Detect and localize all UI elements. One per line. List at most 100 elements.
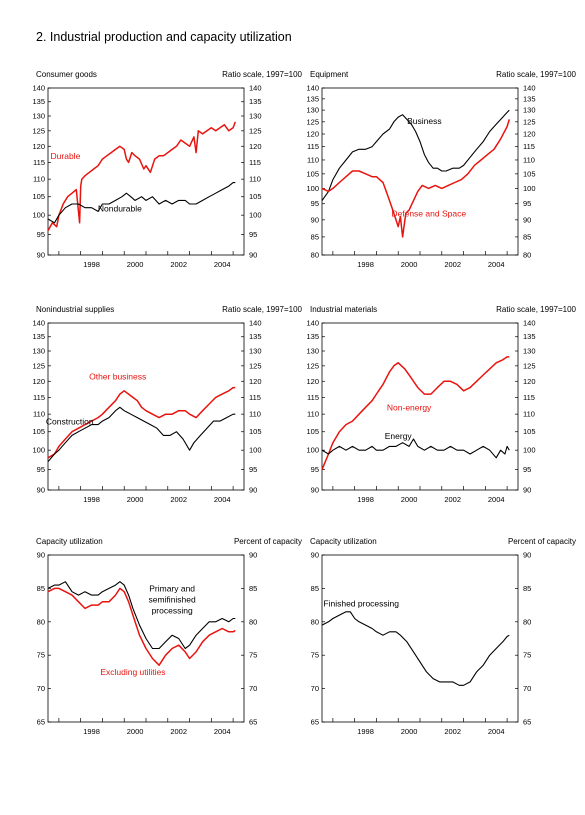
y-tick-label-left: 95	[311, 465, 319, 474]
y-tick-label-left: 135	[306, 94, 319, 103]
y-tick-label-left: 90	[311, 551, 319, 560]
y-tick-label-left: 95	[37, 465, 45, 474]
y-tick-label-left: 110	[33, 175, 45, 184]
y-tick-label-right: 125	[249, 126, 262, 135]
scale-label: Ratio scale, 1997=100	[496, 305, 576, 314]
y-tick-label-left: 65	[37, 718, 45, 727]
x-tick-label: 1998	[357, 260, 374, 269]
panel-title: Equipment	[310, 70, 349, 79]
series-line-construction	[47, 406, 236, 463]
y-tick-label-right: 75	[249, 651, 257, 660]
x-tick-label: 1998	[357, 495, 374, 504]
y-tick-label-left: 120	[306, 130, 319, 139]
y-tick-label-right: 70	[523, 684, 531, 693]
y-tick-label-right: 110	[523, 155, 535, 164]
y-tick-label-left: 110	[307, 155, 319, 164]
y-tick-label-right: 105	[523, 169, 536, 178]
y-tick-label-left: 125	[306, 117, 319, 126]
y-tick-label-right: 90	[249, 251, 257, 260]
series-line-nondurable	[47, 182, 236, 224]
y-tick-label-left: 120	[306, 377, 319, 386]
y-tick-label-left: 75	[37, 651, 45, 660]
y-tick-label-right: 100	[249, 446, 262, 455]
y-tick-label-right: 115	[249, 158, 261, 167]
panel-title: Industrial materials	[310, 305, 378, 314]
y-tick-label-right: 80	[523, 251, 531, 260]
y-tick-label-right: 140	[249, 319, 262, 328]
x-tick-label: 2002	[444, 260, 461, 269]
y-tick-label-left: 105	[32, 192, 45, 201]
series-line-business	[321, 109, 510, 201]
y-tick-label-right: 120	[249, 142, 262, 151]
y-tick-label-left: 100	[32, 446, 45, 455]
y-tick-label-right: 90	[523, 215, 531, 224]
series-label: Durable	[51, 151, 81, 161]
chart-svg: 90 90 95 95 100 100 105 105 110 110 115 115 120 120 12…	[32, 319, 262, 505]
x-tick-label: 1998	[83, 260, 100, 269]
y-tick-label-right: 95	[523, 465, 531, 474]
y-tick-label-left: 125	[306, 361, 319, 370]
y-tick-label-right: 115	[523, 142, 535, 151]
y-tick-label-left: 130	[306, 106, 319, 115]
y-tick-label-left: 90	[311, 486, 319, 495]
y-tick-label-right: 115	[249, 393, 261, 402]
y-tick-label-left: 115	[33, 158, 45, 167]
panel-title: Capacity utilization	[36, 537, 103, 546]
y-tick-label-right: 130	[249, 347, 262, 356]
panel-nonindustrial-supplies: Nonindustrial supplies Ratio scale, 1997…	[32, 305, 306, 540]
y-tick-label-left: 140	[306, 84, 319, 93]
y-tick-label-left: 90	[37, 251, 45, 260]
plot-frame	[321, 554, 519, 723]
series-label: Finished processing	[323, 598, 399, 608]
y-tick-label-right: 125	[523, 117, 536, 126]
series-line-non-energy	[321, 356, 510, 470]
panel-title: Nonindustrial supplies	[36, 305, 115, 314]
series-label: Primary and	[149, 584, 195, 594]
series-line-excluding-utilities	[47, 587, 236, 666]
y-tick-label-right: 125	[249, 361, 262, 370]
y-tick-label-left: 110	[33, 410, 45, 419]
y-tick-label-left: 85	[311, 232, 319, 241]
y-tick-label-right: 120	[523, 130, 536, 139]
series-line-durable	[47, 121, 237, 231]
y-tick-label-right: 120	[523, 377, 536, 386]
y-tick-label-right: 115	[523, 393, 535, 402]
plot-frame	[47, 87, 245, 256]
y-tick-label-left: 80	[311, 251, 319, 260]
y-tick-label-right: 65	[523, 718, 531, 727]
chart-svg: 65 65 70 70 75 75 80 80 85 85 90 90 1998 2000 2002 2004…	[311, 551, 532, 737]
panel-capacity-utilization-finished: Capacity utilization Percent of capacity…	[310, 537, 580, 772]
x-tick-label: 2004	[214, 495, 231, 504]
y-tick-label-right: 90	[249, 486, 257, 495]
y-tick-label-right: 110	[249, 175, 261, 184]
y-tick-label-left: 80	[37, 617, 45, 626]
y-tick-label-right: 75	[523, 651, 531, 660]
y-tick-label-left: 115	[307, 393, 319, 402]
chart-svg: 80 80 85 85 90 90 95 95 100 100 105 105 110 110 115 115…	[306, 84, 536, 270]
x-tick-label: 2002	[444, 727, 461, 736]
y-tick-label-right: 130	[249, 112, 262, 121]
y-tick-label-left: 105	[306, 427, 319, 436]
series-line-primary-and-semifinished-processing	[47, 581, 236, 650]
y-tick-label-right: 90	[523, 551, 531, 560]
x-tick-label: 2002	[170, 727, 187, 736]
y-tick-label-left: 110	[307, 410, 319, 419]
y-tick-label-left: 115	[307, 142, 319, 151]
y-tick-label-right: 90	[523, 486, 531, 495]
x-tick-label: 2000	[127, 260, 144, 269]
y-tick-label-right: 130	[523, 106, 536, 115]
y-tick-label-left: 90	[37, 551, 45, 560]
panel-consumer-goods: Consumer goods Ratio scale, 1997=100 90 9…	[32, 70, 306, 305]
plot-frame	[47, 322, 245, 491]
panel-title: Consumer goods	[36, 70, 97, 79]
y-tick-label-left: 105	[306, 169, 319, 178]
y-tick-label-right: 100	[523, 446, 536, 455]
y-tick-label-left: 140	[32, 84, 45, 93]
y-tick-label-right: 90	[249, 551, 257, 560]
y-tick-label-right: 100	[523, 184, 536, 193]
x-tick-label: 2002	[170, 495, 187, 504]
x-tick-label: 2004	[488, 727, 505, 736]
series-label: Nondurable	[98, 203, 142, 213]
y-tick-label-left: 135	[32, 97, 45, 106]
y-tick-label-left: 65	[311, 718, 319, 727]
